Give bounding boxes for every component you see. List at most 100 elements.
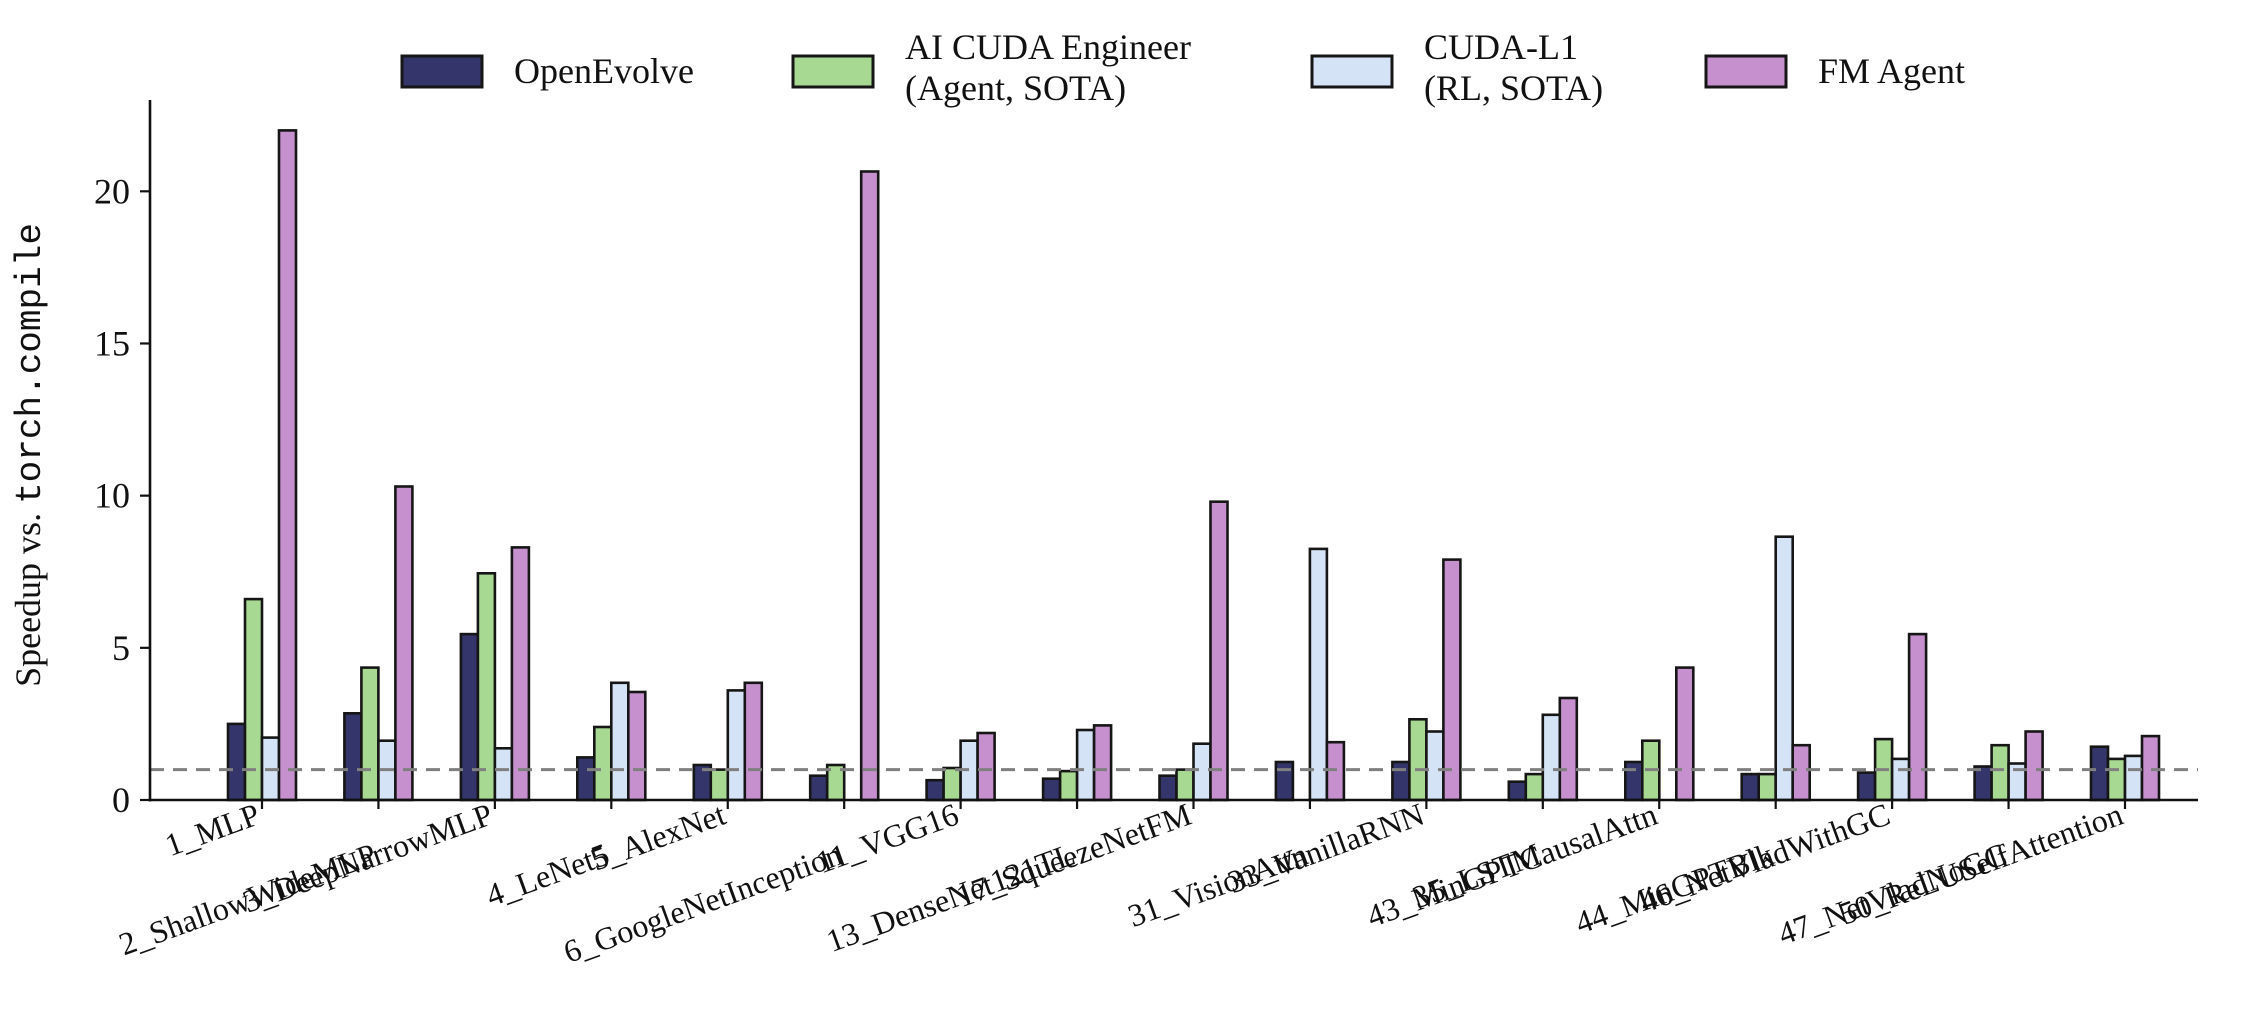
bar-fm_agent xyxy=(1092,724,1113,802)
bar-group xyxy=(459,546,531,802)
x-tick-label: 3_DeepNarrowMLP xyxy=(238,796,497,920)
bar-openevolve xyxy=(1507,780,1528,802)
bar-fm_agent xyxy=(1675,666,1695,802)
bar-fm_agent xyxy=(277,129,298,802)
bar-ai_cuda xyxy=(476,571,497,802)
y-tick-label: 15 xyxy=(94,323,130,363)
y-axis-label-prefix: Speedup vs. xyxy=(8,504,48,687)
x-tick-label: 11_VGG16 xyxy=(811,796,963,880)
y-tick-label: 10 xyxy=(94,476,130,516)
legend: OpenEvolve AI CUDA Engineer (Agent, SOTA) C… xyxy=(400,27,1965,108)
legend-swatch-openevolve xyxy=(400,54,484,89)
legend-label: AI CUDA Engineer (Agent, SOTA) xyxy=(905,27,1191,108)
legend-item: OpenEvolve xyxy=(400,51,694,91)
bar-openevolve xyxy=(1041,777,1062,802)
bar-ai_cuda xyxy=(1058,769,1079,802)
bar-fm_agent xyxy=(2140,734,2161,802)
bar-group xyxy=(692,681,764,802)
bar-fm_agent xyxy=(1442,558,1462,802)
bar-ai_cuda xyxy=(1175,768,1195,802)
bar-group xyxy=(1391,558,1462,802)
bar-cuda_l1 xyxy=(726,689,747,802)
bar-group xyxy=(343,485,414,802)
bar-openevolve xyxy=(1856,771,1877,802)
bar-fm_agent xyxy=(1558,696,1579,802)
bar-group xyxy=(226,129,298,802)
legend-item: CUDA-L1 (RL, SOTA) xyxy=(1310,27,1603,108)
x-tick-label: 1_MLP xyxy=(160,796,264,863)
bar-ai_cuda xyxy=(709,768,730,802)
x-tick-label: 5_AlexNet xyxy=(586,796,730,878)
bar-fm_agent xyxy=(1325,740,1346,802)
bar-fm_agent xyxy=(394,485,414,802)
bar-group xyxy=(1274,547,1346,802)
bar-ai_cuda xyxy=(2106,757,2127,802)
axes xyxy=(148,100,2198,802)
legend-item: FM Agent xyxy=(1704,51,1965,91)
legend-label: OpenEvolve xyxy=(514,51,694,91)
legend-swatch-fm_agent xyxy=(1704,54,1788,89)
bar-fm_agent xyxy=(1907,632,1928,802)
bar-openevolve xyxy=(1624,760,1644,802)
bar-fm_agent xyxy=(976,731,996,802)
y-axis-label: Speedup vs. torch.compile xyxy=(8,223,51,687)
bar-fm_agent xyxy=(510,546,531,802)
y-tick-label: 5 xyxy=(112,628,130,668)
bar-cuda_l1 xyxy=(609,681,630,802)
legend-swatch-cuda_l1 xyxy=(1310,54,1394,89)
bars xyxy=(226,129,2161,802)
bar-ai_cuda xyxy=(1408,717,1428,802)
y-tick-label: 0 xyxy=(112,780,130,820)
bar-cuda_l1 xyxy=(1541,713,1562,802)
bar-cuda_l1 xyxy=(493,746,514,802)
y-axis-label-code: torch.compile xyxy=(10,223,51,504)
bar-ai_cuda xyxy=(592,725,613,802)
bar-cuda_l1 xyxy=(1308,547,1329,802)
bar-fm_agent xyxy=(743,681,764,802)
legend-swatch-ai_cuda xyxy=(791,54,875,89)
bar-openevolve xyxy=(1274,760,1295,802)
legend-label: CUDA-L1 (RL, SOTA) xyxy=(1424,27,1603,108)
bar-group xyxy=(1624,666,1695,802)
bar-group xyxy=(1041,724,1113,802)
bar-openevolve xyxy=(226,722,247,802)
bar-openevolve xyxy=(1158,774,1178,802)
bar-cuda_l1 xyxy=(2123,754,2144,802)
bar-openevolve xyxy=(459,632,480,802)
bar-ai_cuda xyxy=(1990,743,2010,802)
bar-ai_cuda xyxy=(1757,772,1777,802)
bar-fm_agent xyxy=(859,170,880,802)
bar-cuda_l1 xyxy=(1425,730,1445,802)
x-ticks: 1_MLP2_ShallowWideMLP3_DeepNarrowMLP4_Le… xyxy=(114,796,2127,970)
legend-label: FM Agent xyxy=(1818,51,1965,91)
bar-group xyxy=(1740,535,1811,802)
legend-item: AI CUDA Engineer (Agent, SOTA) xyxy=(791,27,1191,108)
bar-group xyxy=(2089,734,2161,802)
bar-openevolve xyxy=(2089,745,2110,802)
bar-ai_cuda xyxy=(942,766,962,802)
bar-fm_agent xyxy=(626,690,647,802)
bar-ai_cuda xyxy=(1524,772,1545,802)
bar-cuda_l1 xyxy=(1192,742,1212,802)
bar-openevolve xyxy=(1740,772,1760,802)
bar-group xyxy=(575,681,647,802)
bar-openevolve xyxy=(925,778,945,802)
y-ticks: 0 5 10 15 20 xyxy=(94,171,150,820)
bar-ai_cuda xyxy=(360,666,380,802)
x-tick-label: 33_VanillaRNN xyxy=(1223,796,1429,900)
bar-fm_agent xyxy=(2024,730,2044,802)
bar-group xyxy=(1856,632,1928,802)
bar-fm_agent xyxy=(1209,500,1229,802)
bar-openevolve xyxy=(575,756,596,802)
bar-cuda_l1 xyxy=(1075,728,1096,802)
y-tick-label: 20 xyxy=(94,171,130,211)
bar-openevolve xyxy=(1391,760,1411,802)
bar-group xyxy=(808,170,880,802)
bar-cuda_l1 xyxy=(1774,535,1794,802)
bar-openevolve xyxy=(808,774,829,802)
bar-openevolve xyxy=(1973,765,1993,802)
bar-group xyxy=(925,731,996,802)
bar-group xyxy=(1973,730,2044,802)
bar-group xyxy=(1507,696,1579,802)
